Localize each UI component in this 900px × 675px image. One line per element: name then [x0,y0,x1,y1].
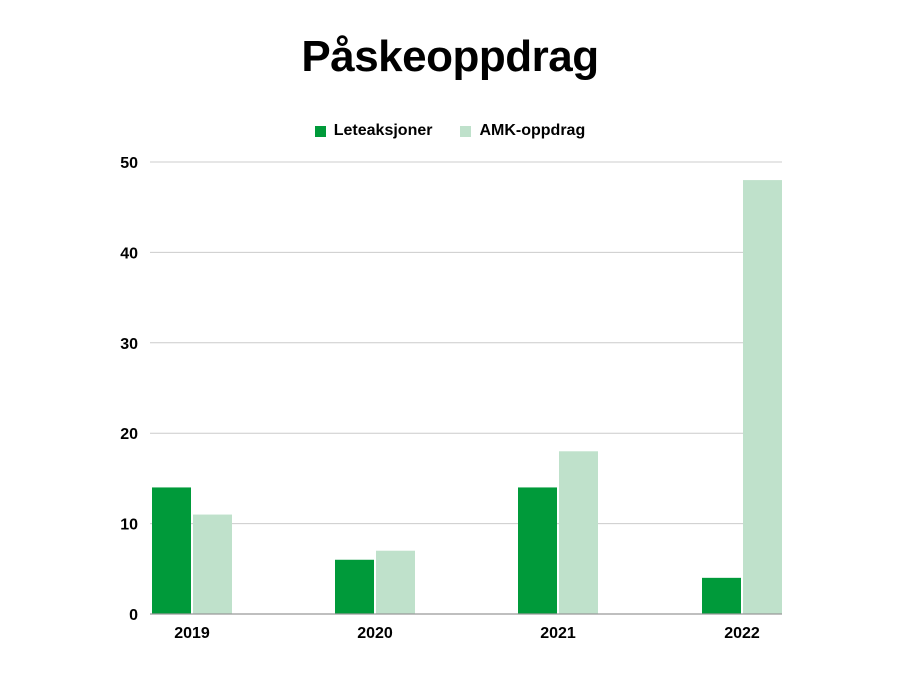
legend-label-amk-oppdrag: AMK-oppdrag [479,122,586,139]
y-tick-label-10: 10 [120,517,138,534]
bar-amk-oppdrag-2020 [376,550,415,614]
y-tick-label-50: 50 [120,155,138,172]
bar-amk-oppdrag-2022 [743,180,782,614]
x-tick-label-2022: 2022 [724,625,760,642]
legend-item-amk-oppdrag: AMK-oppdrag [460,122,585,140]
y-tick-label-20: 20 [120,426,138,443]
legend-item-leteaksjoner: Leteaksjoner [314,122,433,140]
y-tick-label-40: 40 [120,245,138,262]
bar-leteaksjoner-2019 [152,487,191,614]
y-tick-label-0: 0 [129,607,138,624]
bar-amk-oppdrag-2021 [559,451,598,614]
chart-title: Påskeoppdrag [301,32,599,81]
legend: Leteaksjoner AMK-oppdrag [0,122,900,140]
y-tick-label-30: 30 [120,336,138,353]
bar-leteaksjoner-2022 [702,577,741,614]
bar-leteaksjoner-2021 [518,487,557,614]
legend-label-leteaksjoner: Leteaksjoner [333,122,433,139]
legend-swatch-leteaksjoner [314,125,326,137]
x-tick-label-2020: 2020 [357,625,393,642]
legend-swatch-amk-oppdrag [460,125,472,137]
bar-leteaksjoner-2020 [335,559,374,614]
x-tick-label-2021: 2021 [540,625,576,642]
x-tick-label-2019: 2019 [174,625,210,642]
bar-amk-oppdrag-2019 [193,514,232,614]
